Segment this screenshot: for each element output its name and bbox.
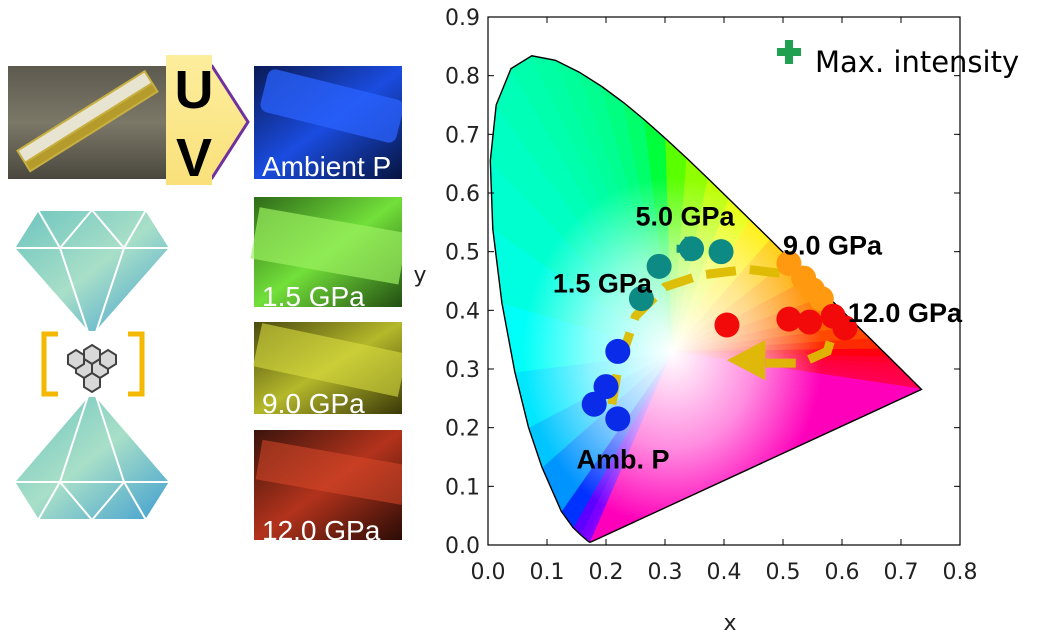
diamond-anvil-bottom	[12, 395, 172, 522]
annotation-label: 9.0 GPa	[783, 231, 883, 261]
photo-1-5gpa	[250, 197, 408, 307]
x-tick-label: 0.5	[766, 560, 801, 585]
ticks: 0.0 0.1 0.2 0.3 0.4 0.5 0.6 0.7 0.8 0.0 0.1 0.2 0.3 0…	[445, 6, 978, 585]
diamond-anvil-top	[12, 208, 172, 333]
y-tick-label: 0.0	[445, 534, 480, 559]
y-tick-label: 0.5	[445, 241, 480, 266]
uv-letter-u: U	[175, 60, 214, 120]
annotation-label: 12.0 GPa	[848, 298, 963, 328]
y-tick-label: 0.6	[445, 182, 480, 207]
x-tick-label: 0.7	[884, 560, 919, 585]
data-point-series0-1	[593, 374, 619, 400]
photo-caption-1-5: 1.5 GPa	[262, 281, 365, 312]
x-tick-label: 0.3	[648, 560, 683, 585]
y-tick-label: 0.8	[445, 65, 480, 90]
annotation-label: 1.5 GPa	[553, 269, 653, 299]
data-point-series0-3	[605, 406, 631, 432]
photo-caption-9-0: 9.0 GPa	[262, 388, 365, 419]
max-intensity-marker	[676, 236, 701, 261]
x-tick-label: 0.4	[707, 560, 742, 585]
data-point-series3-1	[776, 306, 802, 332]
markers	[581, 236, 858, 432]
y-tick-label: 0.3	[445, 358, 480, 383]
data-point-series1-3	[708, 239, 734, 265]
photo-9-0gpa	[253, 322, 407, 414]
y-tick-label: 0.1	[445, 475, 480, 500]
x-tick-label: 0.2	[589, 560, 624, 585]
data-point-series3-2	[797, 309, 823, 335]
white-point-glow	[522, 176, 823, 527]
y-tick-label: 0.7	[445, 123, 480, 148]
data-point-series3-0	[714, 312, 740, 338]
x-tick-label: 0.6	[825, 560, 860, 585]
data-point-series1-0	[628, 286, 654, 312]
photo-caption-ambient: Ambient P	[262, 151, 391, 182]
photo-ambient	[254, 66, 406, 179]
trend-arrow	[607, 264, 841, 405]
crystal-photo	[8, 66, 168, 179]
uv-arrow	[166, 55, 250, 185]
y-tick-label: 0.2	[445, 417, 480, 442]
legend: Max. intensity	[777, 40, 1019, 79]
x-tick-label: 0.0	[471, 560, 506, 585]
uv-letter-v: V	[176, 128, 212, 188]
annotation-label: Amb. P	[577, 445, 670, 475]
photo-12-0gpa	[254, 430, 409, 540]
legend-label: Max. intensity	[815, 45, 1019, 79]
data-point-series1-1	[646, 253, 672, 279]
annotations: 5.0 GPa 9.0 GPa 1.5 GPa 12.0 GPa Amb. P	[553, 201, 963, 474]
trend-arrowhead	[726, 340, 766, 381]
annotation-label: 5.0 GPa	[636, 201, 736, 231]
cie-locus-outline	[489, 55, 923, 543]
x-tick-label: 0.1	[530, 560, 565, 585]
x-axis-label: x	[723, 611, 736, 635]
legend-marker	[777, 40, 801, 64]
sample-bracket	[41, 331, 145, 397]
data-point-series2-3	[808, 286, 834, 312]
data-point-series0-2	[581, 391, 607, 417]
data-point-series0-0	[605, 338, 631, 364]
molecule-icon	[67, 343, 117, 394]
y-tick-label: 0.4	[445, 299, 480, 324]
x-tick-label: 0.8	[943, 560, 978, 585]
y-axis-label: y	[413, 263, 426, 288]
data-point-series3-4	[832, 315, 858, 341]
y-tick-label: 0.9	[445, 6, 480, 31]
